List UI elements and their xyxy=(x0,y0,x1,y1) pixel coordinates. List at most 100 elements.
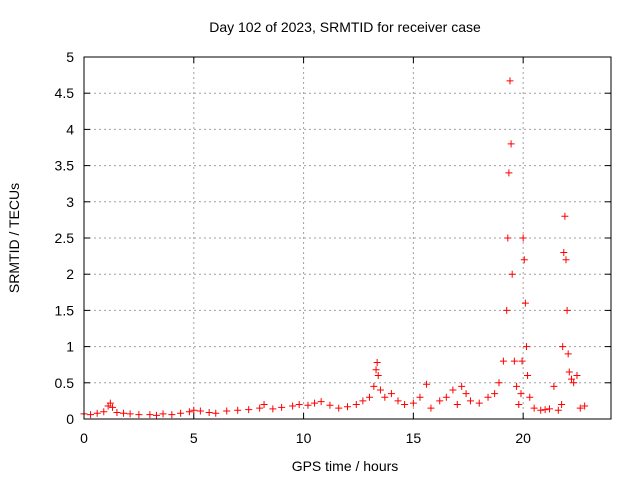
data-point xyxy=(561,212,569,220)
data-point xyxy=(344,403,351,411)
x-axis-label: GPS time / hours xyxy=(292,458,399,474)
y-tick-label: 1.5 xyxy=(55,302,75,318)
y-tick-label: 3.5 xyxy=(55,158,75,174)
axis-ticks: 0 0.5 1 1.5 2 2.5 3 3.5 4 4.5 5 0 5 10 15 20 xyxy=(55,49,611,446)
data-point xyxy=(374,372,382,380)
data-point xyxy=(168,411,176,419)
data-point xyxy=(106,399,114,407)
data-point xyxy=(546,405,554,413)
data-point xyxy=(484,393,492,401)
data-point xyxy=(185,408,193,416)
data-point xyxy=(442,393,450,401)
data-point xyxy=(120,409,128,417)
data-point xyxy=(541,406,549,414)
data-point xyxy=(449,386,457,394)
data-point xyxy=(381,393,389,401)
data-point xyxy=(365,393,373,401)
data-point xyxy=(317,398,325,406)
data-point xyxy=(401,401,409,409)
data-point xyxy=(295,401,303,409)
x-tick-label: 0 xyxy=(80,430,88,446)
data-point xyxy=(503,306,511,314)
data-point xyxy=(335,404,343,412)
data-point xyxy=(256,404,264,412)
data-point xyxy=(370,382,378,390)
data-point xyxy=(126,410,134,418)
data-point xyxy=(223,407,231,415)
y-tick-label: 2.5 xyxy=(55,230,75,246)
data-point xyxy=(499,357,507,365)
data-point xyxy=(212,409,220,417)
data-point xyxy=(526,393,534,401)
y-tick-label: 0 xyxy=(66,411,74,427)
data-point xyxy=(519,234,527,242)
data-point xyxy=(475,399,483,407)
data-point xyxy=(278,403,286,411)
data-point xyxy=(146,411,154,419)
y-tick-label: 5 xyxy=(66,49,74,65)
data-point xyxy=(196,407,204,415)
data-point xyxy=(409,399,417,407)
data-point xyxy=(289,402,297,410)
data-point xyxy=(570,379,578,387)
data-point xyxy=(109,403,117,411)
y-tick-label: 2 xyxy=(66,266,74,282)
data-point xyxy=(326,401,334,409)
data-point xyxy=(304,401,312,409)
data-point xyxy=(177,409,185,417)
data-point xyxy=(427,404,435,412)
data-point xyxy=(507,140,515,148)
data-point xyxy=(518,357,526,365)
data-point xyxy=(113,408,121,416)
data-point xyxy=(87,411,95,419)
data-point xyxy=(269,405,277,413)
x-tick-label: 10 xyxy=(296,430,312,446)
data-point xyxy=(560,248,568,256)
data-point xyxy=(559,343,567,351)
data-point xyxy=(495,379,503,387)
data-point xyxy=(567,375,575,383)
data-point xyxy=(453,401,461,409)
data-point xyxy=(234,406,242,414)
data-point xyxy=(387,390,395,398)
data-point xyxy=(394,397,402,405)
data-point xyxy=(515,401,523,409)
data-point xyxy=(521,299,529,307)
y-tick-label: 4.5 xyxy=(55,85,75,101)
data-point xyxy=(462,390,470,398)
data-point xyxy=(522,343,530,351)
plot-frame xyxy=(83,56,612,420)
data-point xyxy=(562,256,570,264)
data-point xyxy=(581,402,589,410)
data-point xyxy=(576,404,584,412)
data-point xyxy=(564,350,572,358)
data-point xyxy=(245,406,253,414)
data-point xyxy=(159,410,167,418)
data-point xyxy=(520,256,528,264)
data-point xyxy=(436,397,444,405)
data-point xyxy=(573,372,581,380)
data-point xyxy=(537,406,545,414)
data-point xyxy=(205,408,213,416)
data-point xyxy=(524,372,532,380)
x-tick-label: 15 xyxy=(406,430,422,446)
y-axis-label: SRMTID / TECUs xyxy=(6,183,22,293)
data-point xyxy=(260,401,268,409)
data-point xyxy=(558,401,566,409)
data-point xyxy=(135,411,143,419)
data-point xyxy=(376,386,384,394)
y-tick-label: 4 xyxy=(66,121,74,137)
data-point xyxy=(466,397,474,405)
data-point xyxy=(506,77,514,85)
data-point xyxy=(372,366,380,374)
data-point xyxy=(359,397,367,405)
data-point xyxy=(565,368,573,376)
data-point xyxy=(100,408,108,416)
data-point xyxy=(152,411,160,419)
y-tick-label: 0.5 xyxy=(55,375,75,391)
data-point xyxy=(563,306,571,314)
data-point xyxy=(508,270,516,278)
x-tick-label: 5 xyxy=(190,430,198,446)
